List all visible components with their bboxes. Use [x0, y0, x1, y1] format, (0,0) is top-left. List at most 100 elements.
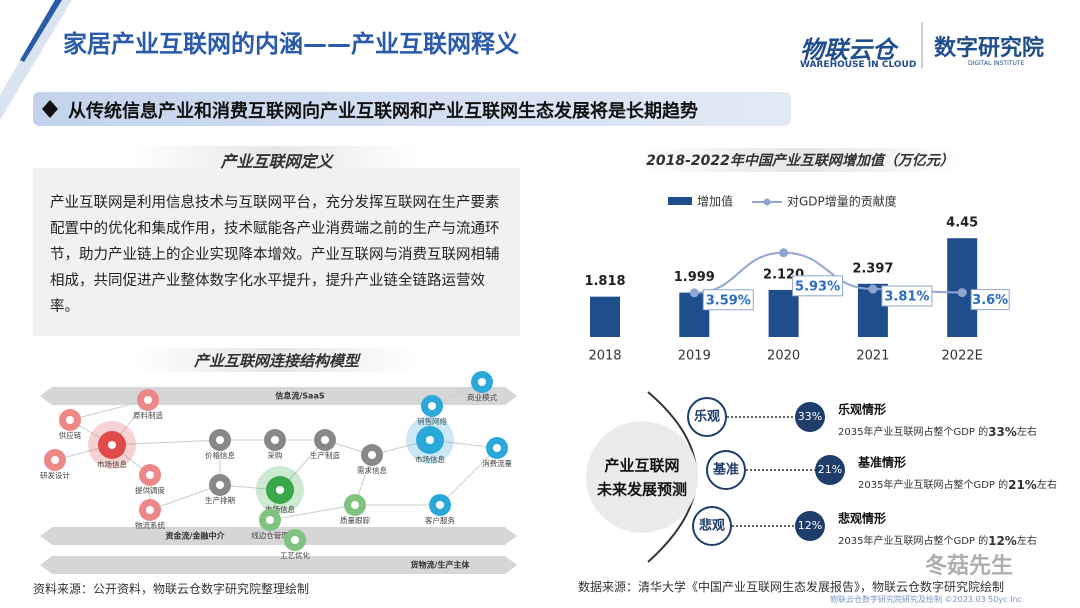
node-icon [144, 396, 152, 404]
link [149, 484, 221, 511]
desc-part: 33% [988, 425, 1017, 439]
line-label-box [970, 289, 1010, 311]
section-title: 产业互联网定义 [220, 152, 333, 171]
x-tick-label: 2018 [588, 349, 621, 364]
node-icon [216, 481, 224, 489]
banner-text: 从传统信息产业和消费互联网向产业互联网和产业互联网生态发展将是长期趋势 [68, 101, 698, 122]
pct-circle [815, 455, 845, 485]
node-label: 价格信息 [205, 450, 235, 460]
node-label: 销售网络 [417, 416, 447, 426]
node-label: 客户服务 [425, 515, 455, 525]
node-icon [291, 536, 299, 544]
logo-sub: DIGITAL INSTITUTE [968, 60, 1025, 67]
tag: 乐观 [694, 409, 720, 425]
section-title: 产业互联网连接结构模型 [193, 352, 359, 370]
node-icon [493, 444, 501, 452]
line-label: 3.59% [706, 293, 751, 308]
pct: 33% [798, 410, 822, 423]
node-icon [321, 436, 329, 444]
node-icon [436, 501, 444, 509]
definition-text: 产业互联网是利用信息技术与互联网平台，充分发挥互联网在生产要素配置中的优化和集成… [50, 195, 500, 315]
node-label: 原料制造 [133, 410, 163, 420]
line-point [868, 284, 878, 294]
link [69, 399, 149, 421]
node-label: 线边仓管理 [251, 530, 289, 540]
tag: 基准 [712, 462, 739, 478]
link [269, 504, 356, 521]
legend-swatch [763, 198, 771, 206]
pct: 12% [798, 519, 822, 532]
node-label: 需求信息 [357, 465, 387, 475]
flow-label: 货物流/生产主体 [410, 560, 471, 570]
node-label: 生产制造 [310, 450, 340, 460]
scenario-title: 悲观情形 [838, 511, 886, 526]
watermark: 冬菇先生 [925, 554, 1014, 579]
scenario-desc: 2035年产业互联网占整个GDP 的33%左右 [838, 425, 1037, 439]
bar-label: 4.45 [946, 216, 978, 231]
desc-part: 左右 [1017, 425, 1037, 438]
line-label-box [881, 285, 933, 307]
line-label: 3.6% [972, 293, 1008, 308]
legend-swatch [668, 197, 692, 205]
line-point [689, 288, 699, 298]
node-icon [108, 441, 116, 449]
line-label-box [702, 289, 754, 311]
node-icon [351, 501, 359, 509]
node-icon [51, 456, 59, 464]
node-label: 市场信息 [415, 454, 445, 464]
node-label: 市场信息 [97, 459, 127, 469]
tag-circle [687, 397, 727, 437]
node-icon [266, 516, 274, 524]
node-icon [216, 436, 224, 444]
copyright: 物联云仓数字研究院研究及绘制 ©2023.03 50yc Inc [830, 595, 1022, 604]
node-icon [66, 416, 74, 424]
node-icon [271, 436, 279, 444]
line-point [779, 248, 789, 258]
link [439, 447, 498, 506]
node-icon [426, 436, 434, 444]
node-label: 研发设计 [40, 470, 70, 480]
line-label: 3.81% [884, 290, 929, 305]
desc-part: 12% [988, 534, 1017, 548]
desc-part: 左右 [1017, 534, 1037, 547]
logo: 物联云仓 [800, 36, 896, 64]
logo-sub: WAREHOUSE IN CLOUD [800, 60, 917, 70]
desc-part: 2035年产业互联网占整个GDP 的 [838, 425, 988, 438]
desc-part: 2035年产业互联网占整个GDP 的 [858, 478, 1008, 491]
desc-part: 左右 [1037, 478, 1057, 491]
pct: 21% [818, 463, 842, 476]
desc-part: 21% [1008, 478, 1037, 492]
chart-title: 2018-2022年中国产业互联网增加值（万亿元） [646, 152, 954, 169]
node-label: 生产排期 [205, 495, 235, 505]
scenario-desc: 2035年产业互联网占整个GDP 的12%左右 [838, 534, 1037, 548]
node-label: 提供调度 [135, 485, 165, 495]
flow-arrow [40, 387, 517, 405]
flow-arrow [40, 556, 517, 574]
title-strip [130, 146, 420, 170]
center-text: 未来发展预测 [596, 481, 687, 499]
stripe [0, 0, 72, 120]
chart: 2018-2022年中国产业互联网增加值（万亿元） 增加值 对GDP增量的贡献度 20… [584, 152, 1010, 364]
bar-label: 2.397 [852, 261, 893, 276]
node-label: 采购 [268, 450, 283, 460]
definition-bg [33, 168, 520, 336]
legend-label: 对GDP增量的贡献度 [787, 194, 897, 209]
scenario-title: 基准情形 [857, 455, 906, 470]
page-title: 家居产业互联网的内涵——产业互联网释义 [63, 30, 519, 58]
node-label: 供应链 [59, 430, 82, 440]
source: 资料来源：公开资料，物联云仓数字研究院整理绘制 [33, 582, 310, 596]
link [111, 439, 221, 446]
bar [768, 289, 799, 337]
title-strip [130, 348, 420, 372]
stripe [20, 0, 62, 62]
node-icon [368, 451, 376, 459]
bar [947, 238, 978, 337]
scenario-desc: 2035年产业互联网占整个GDP 的21%左右 [858, 478, 1057, 492]
tag-circle [706, 450, 746, 490]
source: 数据来源：清华大学《中国产业互联网生态发展报告》，物联云仓数字研究院绘制 [578, 580, 1005, 594]
node-icon [478, 378, 486, 386]
